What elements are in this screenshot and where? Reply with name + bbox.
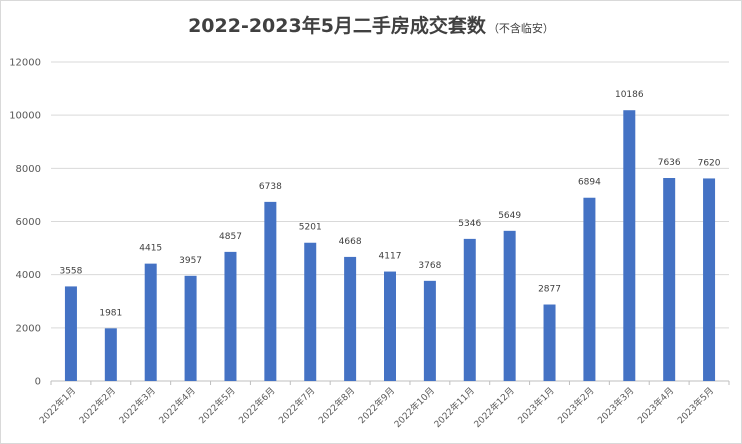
y-tick-label: 8000: [16, 164, 41, 175]
data-label: 3768: [418, 261, 441, 271]
bar: [344, 256, 357, 381]
data-label: 5649: [498, 211, 521, 221]
y-tick-label: 4000: [16, 270, 41, 281]
bar: [503, 230, 516, 381]
x-tick-label: 2023年4月: [635, 385, 676, 426]
x-tick-label: 2023年3月: [595, 385, 636, 426]
bar: [144, 263, 157, 381]
x-tick-label: 2023年1月: [515, 385, 556, 426]
x-tick-label: 2022年8月: [316, 385, 357, 426]
data-label: 7620: [698, 158, 721, 168]
bar: [543, 304, 556, 381]
x-tick-label: 2022年2月: [76, 385, 117, 426]
data-label: 10186: [615, 90, 644, 100]
bar: [224, 251, 237, 381]
bar: [663, 178, 676, 381]
bar: [703, 178, 716, 381]
x-tick-label: 2022年3月: [116, 385, 157, 426]
data-label: 7636: [658, 158, 681, 168]
data-label: 5201: [299, 223, 322, 233]
x-tick-label: 2022年4月: [156, 385, 197, 426]
x-tick-label: 2022年5月: [196, 385, 237, 426]
bar: [264, 201, 277, 381]
x-tick-label: 2022年1月: [37, 385, 78, 426]
y-tick-label: 6000: [16, 217, 41, 228]
bar: [623, 110, 636, 381]
x-tick-label: 2022年12月: [471, 385, 517, 431]
bar: [184, 275, 197, 381]
x-tick-label: 2022年7月: [276, 385, 317, 426]
data-label: 1981: [99, 308, 122, 318]
bar: [583, 197, 596, 381]
x-tick-label: 2022年11月: [431, 385, 477, 431]
data-label: 4857: [219, 232, 242, 242]
bar: [423, 280, 436, 381]
y-tick-label: 2000: [16, 323, 41, 334]
bar: [384, 271, 396, 381]
data-label: 4668: [339, 237, 362, 247]
y-tick-label: 12000: [9, 58, 41, 69]
x-tick-label: 2022年10月: [391, 385, 437, 431]
chart-title-block: 2022-2023年5月二手房成交套数 （不含临安）: [1, 11, 741, 38]
bar: [304, 242, 317, 381]
chart-title: 2022-2023年5月二手房成交套数: [188, 15, 486, 37]
data-label: 6738: [259, 182, 282, 192]
x-tick-label: 2023年5月: [675, 385, 716, 426]
chart-subtitle: （不含临安）: [487, 22, 554, 35]
x-tick-label: 2023年2月: [555, 385, 596, 426]
data-label: 4117: [379, 252, 402, 262]
bar: [104, 328, 117, 381]
y-tick-label: 0: [35, 377, 41, 388]
x-tick-label: 2022年6月: [236, 385, 277, 426]
data-label: 5346: [458, 219, 481, 229]
y-tick-label: 10000: [9, 111, 41, 122]
data-label: 3957: [179, 256, 202, 266]
bar: [64, 286, 77, 381]
data-label: 3558: [59, 266, 82, 276]
x-tick-label: 2022年9月: [356, 385, 397, 426]
data-label: 4415: [139, 244, 162, 254]
data-label: 6894: [578, 178, 601, 188]
data-label: 2877: [538, 285, 561, 295]
bar: [463, 238, 476, 381]
